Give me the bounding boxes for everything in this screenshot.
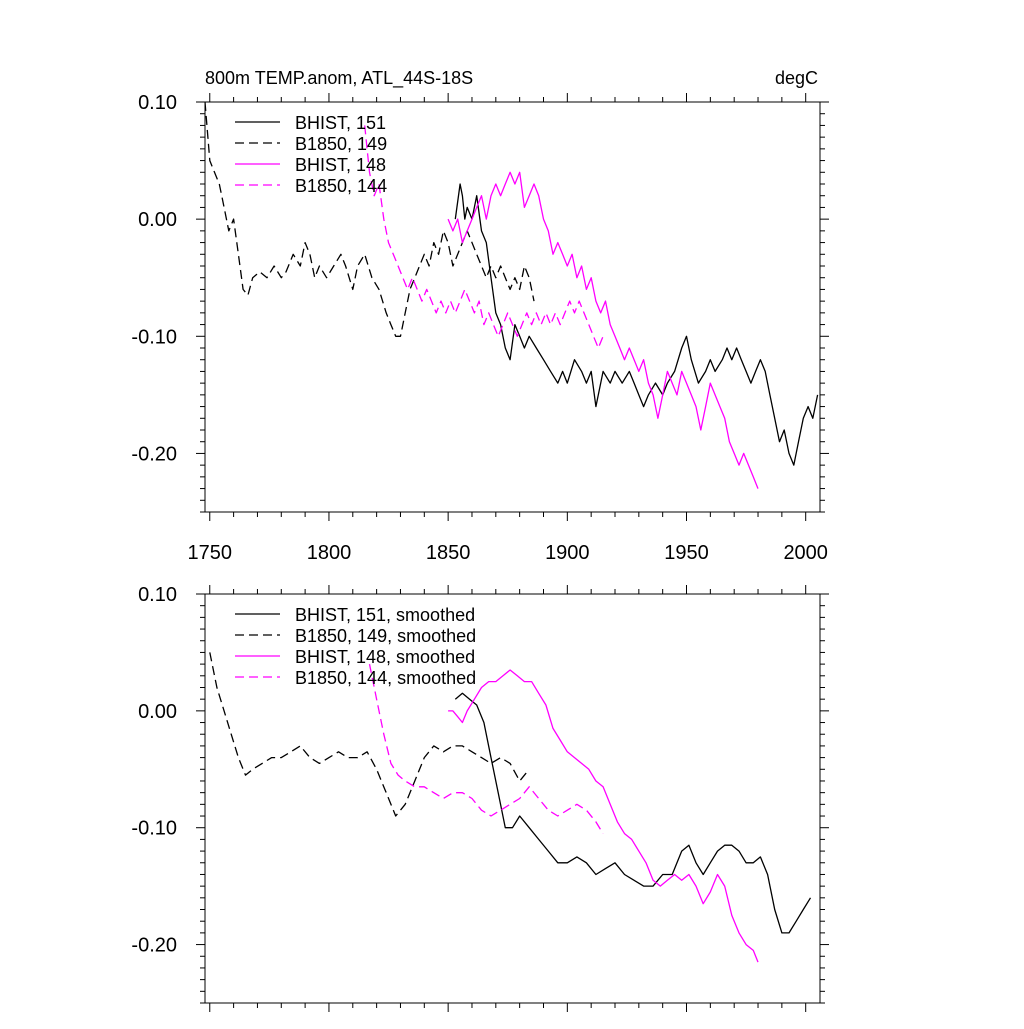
x-tick-label: 1750 bbox=[188, 542, 233, 564]
legend-label: B1850, 149 bbox=[295, 134, 387, 154]
series-line-4 bbox=[368, 663, 604, 834]
y-tick-label: 0.10 bbox=[138, 92, 177, 114]
units-label: degC bbox=[775, 68, 818, 88]
y-tick-label: -0.20 bbox=[131, 935, 177, 957]
legend-label: BHIST, 151 bbox=[295, 113, 386, 133]
y-tick-label: -0.10 bbox=[131, 818, 177, 840]
x-tick-label: 1900 bbox=[545, 542, 590, 564]
y-tick-label: 0.00 bbox=[138, 701, 177, 723]
series-line-3 bbox=[447, 171, 759, 489]
top-panel: 1750 1800 1850 1900 1950 2000 0.10 0.00 -0.10 -0.… bbox=[131, 68, 829, 564]
series-line-1 bbox=[454, 692, 812, 934]
series-line-4 bbox=[364, 125, 604, 349]
series-line-3 bbox=[448, 669, 759, 963]
legend-label: BHIST, 151, smoothed bbox=[295, 605, 475, 625]
legend-label: B1850, 149, smoothed bbox=[295, 626, 476, 646]
series-line-2 bbox=[205, 102, 535, 337]
plot-frame bbox=[204, 593, 821, 1004]
x-tick-label: 1800 bbox=[307, 542, 352, 564]
series-line-2 bbox=[209, 652, 530, 817]
plot-frame bbox=[204, 101, 821, 513]
y-tick-label: -0.10 bbox=[131, 326, 177, 348]
x-tick-label: 2000 bbox=[783, 542, 828, 564]
legend-label: B1850, 144 bbox=[295, 176, 387, 196]
y-tick-label: -0.20 bbox=[131, 443, 177, 465]
y-tick-label: 0.00 bbox=[138, 209, 177, 231]
legend-label: BHIST, 148, smoothed bbox=[295, 647, 475, 667]
x-tick-label: 1850 bbox=[426, 542, 471, 564]
legend-label: BHIST, 148 bbox=[295, 155, 386, 175]
series-line-1 bbox=[454, 183, 819, 466]
y-tick-label: 0.10 bbox=[138, 584, 177, 606]
x-tick-label: 1950 bbox=[664, 542, 709, 564]
legend-label: B1850, 144, smoothed bbox=[295, 668, 476, 688]
chart-title: 800m TEMP.anom, ATL_44S-18S bbox=[205, 68, 473, 89]
